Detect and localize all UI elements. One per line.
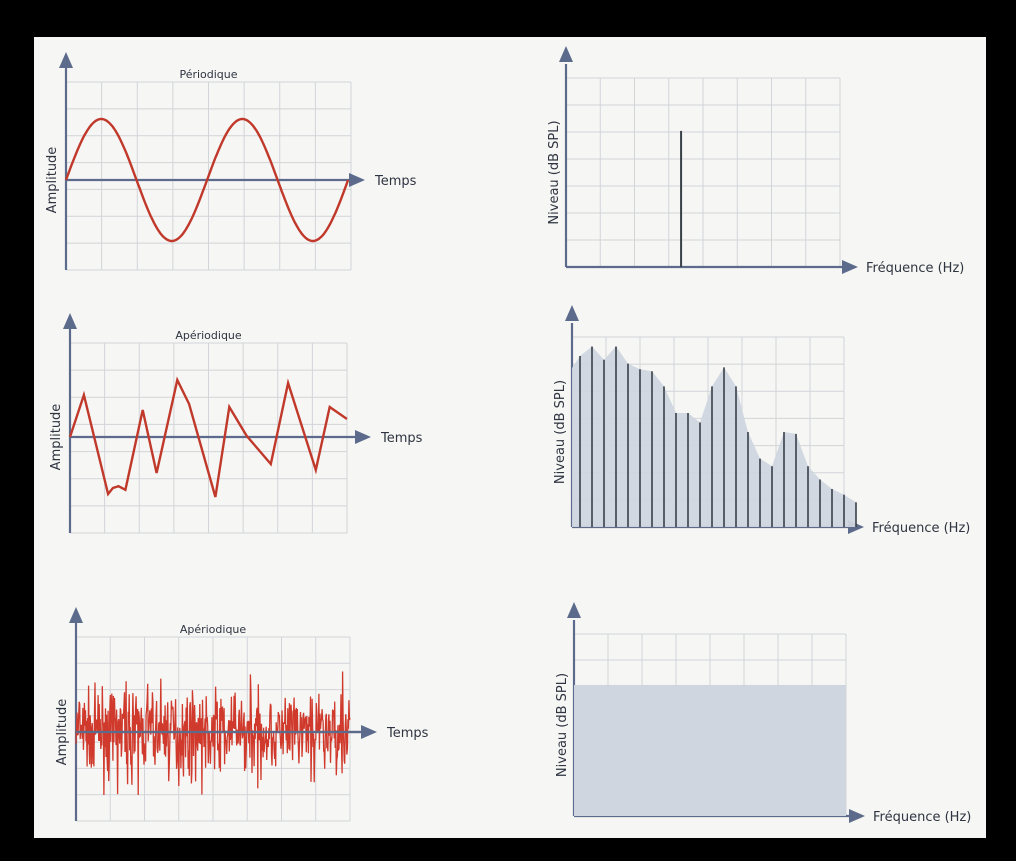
chart-3: Fréquence (Hz) Niveau (dB SPL) [553, 305, 970, 536]
x-axis-label: Fréquence (Hz) [872, 521, 970, 536]
flat-spectrum [574, 684, 846, 816]
x-axis-arrow [849, 809, 865, 823]
x-axis-label: Temps [380, 431, 423, 446]
x-axis-arrow [355, 430, 371, 444]
y-axis-arrow [69, 607, 83, 623]
x-axis-arrow [842, 260, 858, 274]
y-axis-arrow [63, 313, 77, 329]
chart-4: Apériodique Temps Amplitude [55, 607, 429, 822]
y-axis-label: Amplitude [49, 404, 64, 471]
x-axis-label: Temps [386, 726, 429, 741]
x-axis-label: Fréquence (Hz) [866, 261, 964, 276]
series-periodique [64, 117, 350, 243]
chart-0: Périodique Temps Amplitude [45, 52, 417, 271]
chart-title: Apériodique [175, 329, 242, 342]
series-aperiodique [68, 376, 348, 498]
y-axis-label: Niveau (dB SPL) [555, 673, 570, 777]
series-noise [75, 671, 351, 796]
y-axis-label: Niveau (dB SPL) [547, 120, 562, 224]
y-axis-arrow [565, 305, 579, 321]
x-axis-arrow [361, 725, 377, 739]
chart-2: Apériodique Temps Amplitude [49, 313, 423, 534]
y-axis-arrow [59, 52, 73, 68]
figure: Périodique Temps Amplitude Apériodique Temps… [45, 46, 971, 825]
chart-title: Apériodique [180, 623, 247, 636]
y-axis-arrow [567, 602, 581, 618]
grid [65, 81, 352, 271]
spectral-envelope [572, 346, 856, 527]
x-axis-label: Temps [374, 174, 417, 189]
chart-5: Fréquence (Hz) Niveau (dB SPL) [555, 602, 971, 825]
y-axis-arrow [559, 46, 573, 62]
y-axis-label: Amplitude [45, 147, 60, 214]
chart-1: Fréquence (Hz) Niveau (dB SPL) [547, 46, 964, 276]
y-axis-label: Niveau (dB SPL) [553, 380, 568, 484]
x-axis-label: Fréquence (Hz) [873, 810, 971, 825]
chart-title: Périodique [179, 68, 237, 81]
grid [565, 77, 841, 268]
y-axis-label: Amplitude [55, 699, 70, 766]
x-axis-arrow [349, 173, 365, 187]
page: Périodique Temps Amplitude Apériodique Temps… [34, 37, 986, 838]
